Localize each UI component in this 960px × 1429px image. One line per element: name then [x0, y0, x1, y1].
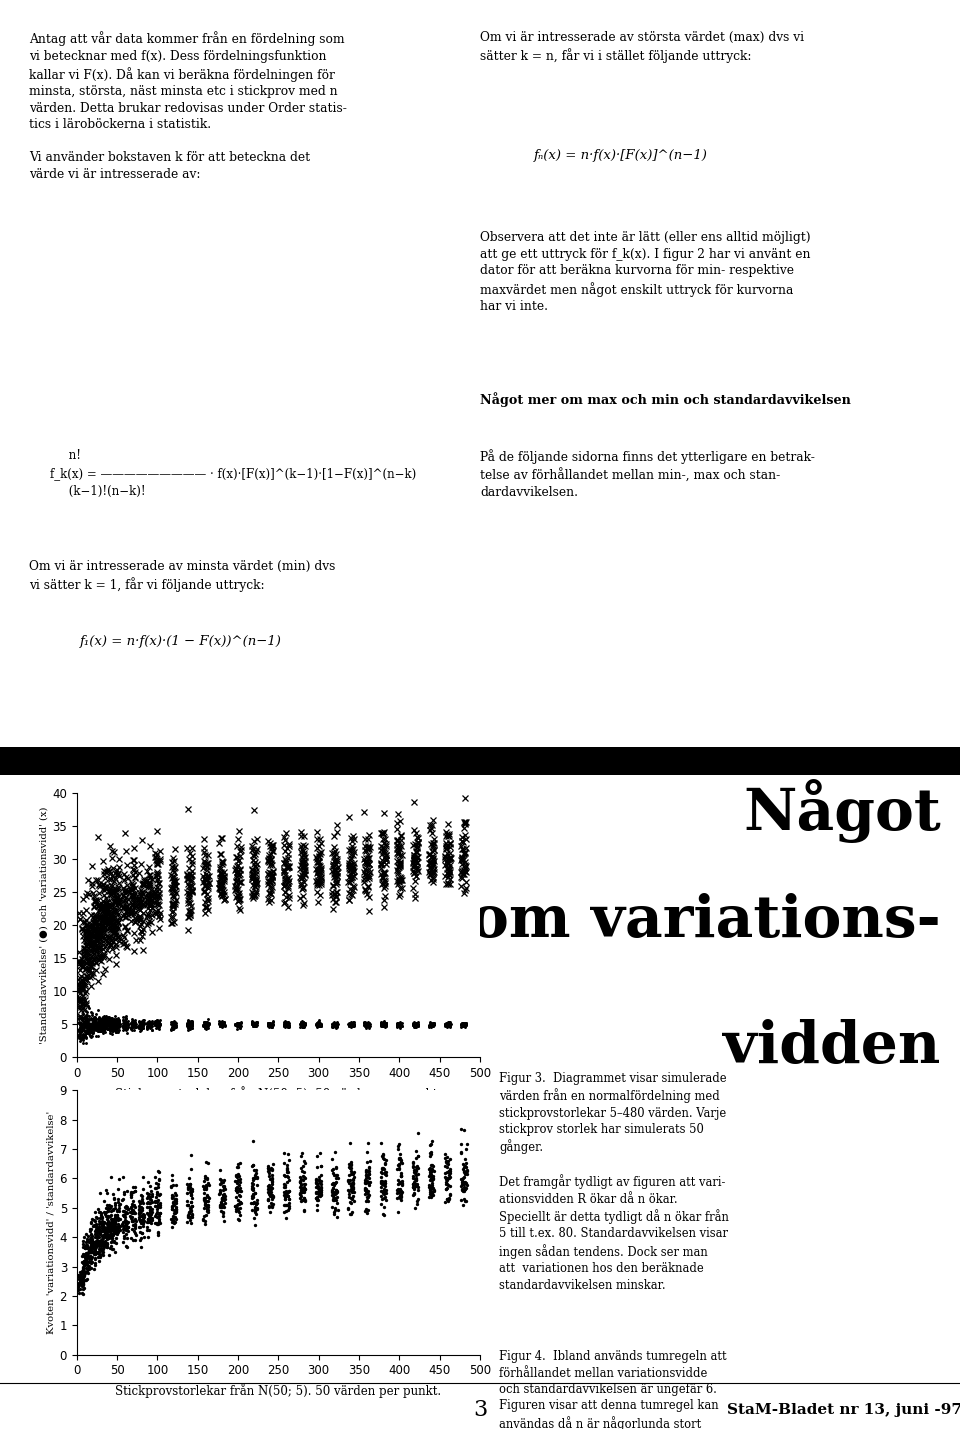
Text: 3: 3 — [473, 1399, 487, 1420]
Text: Figur 3.  Diagrammet visar simulerade
värden från en normalfördelning med
stickp: Figur 3. Diagrammet visar simulerade vär… — [499, 1072, 729, 1292]
Text: f₁(x) = n·f(x)·(1 − F(x))^(n−1): f₁(x) = n·f(x)·(1 − F(x))^(n−1) — [80, 636, 281, 649]
Text: StaM-Bladet nr 13, juni -97: StaM-Bladet nr 13, juni -97 — [728, 1403, 960, 1418]
Y-axis label: Kvoten 'variationsvidd' / 'standardavvikelse': Kvoten 'variationsvidd' / 'standardavvik… — [46, 1110, 56, 1335]
Text: Figur 4.  Ibland används tumregeln att
förhållandet mellan variationsvidde
och s: Figur 4. Ibland används tumregeln att fö… — [499, 1350, 727, 1429]
Y-axis label: 'Standardavvikelse' (●) och 'variationsvidd' (x): 'Standardavvikelse' (●) och 'variationsv… — [39, 806, 48, 1045]
X-axis label: Stickprovstorlekar från N(50; 5). 50 värden per punkt.: Stickprovstorlekar från N(50; 5). 50 vär… — [115, 1383, 442, 1398]
Text: vidden: vidden — [724, 1019, 941, 1075]
Text: Om vi är intresserade av minsta värdet (min) dvs
vi sätter k = 1, får vi följand: Om vi är intresserade av minsta värdet (… — [29, 560, 335, 592]
Text: Något mer om max och min och standardavvikelsen: Något mer om max och min och standardavv… — [480, 393, 851, 407]
Text: Antag att vår data kommer från en fördelning som
vi betecknar med f(x). Dess för: Antag att vår data kommer från en fördel… — [29, 31, 347, 181]
X-axis label: Stickprovstorlekar från N(50; 5). 50 värden per punkt.: Stickprovstorlekar från N(50; 5). 50 vär… — [115, 1086, 442, 1100]
Text: Observera att det inte är lätt (eller ens alltid möjligt)
att ge ett uttryck för: Observera att det inte är lätt (eller en… — [480, 231, 810, 313]
Text: Något: Något — [743, 779, 941, 843]
Text: Om vi är intresserade av största värdet (max) dvs vi
sätter k = n, får vi i stäl: Om vi är intresserade av största värdet … — [480, 31, 804, 63]
Text: n!
f_k(x) = ————————— · f(x)·[F(x)]^(k−1)·[1−F(x)]^(n−k)
     (k−1)!(n−k)!: n! f_k(x) = ————————— · f(x)·[F(x)]^(k−1… — [50, 450, 417, 499]
Text: fₙ(x) = n·f(x)·[F(x)]^(n−1): fₙ(x) = n·f(x)·[F(x)]^(n−1) — [534, 150, 708, 163]
Text: om variations-: om variations- — [470, 893, 941, 949]
Text: På de följande sidorna finns det ytterligare en betrak-
telse av förhållandet me: På de följande sidorna finns det ytterli… — [480, 450, 815, 499]
